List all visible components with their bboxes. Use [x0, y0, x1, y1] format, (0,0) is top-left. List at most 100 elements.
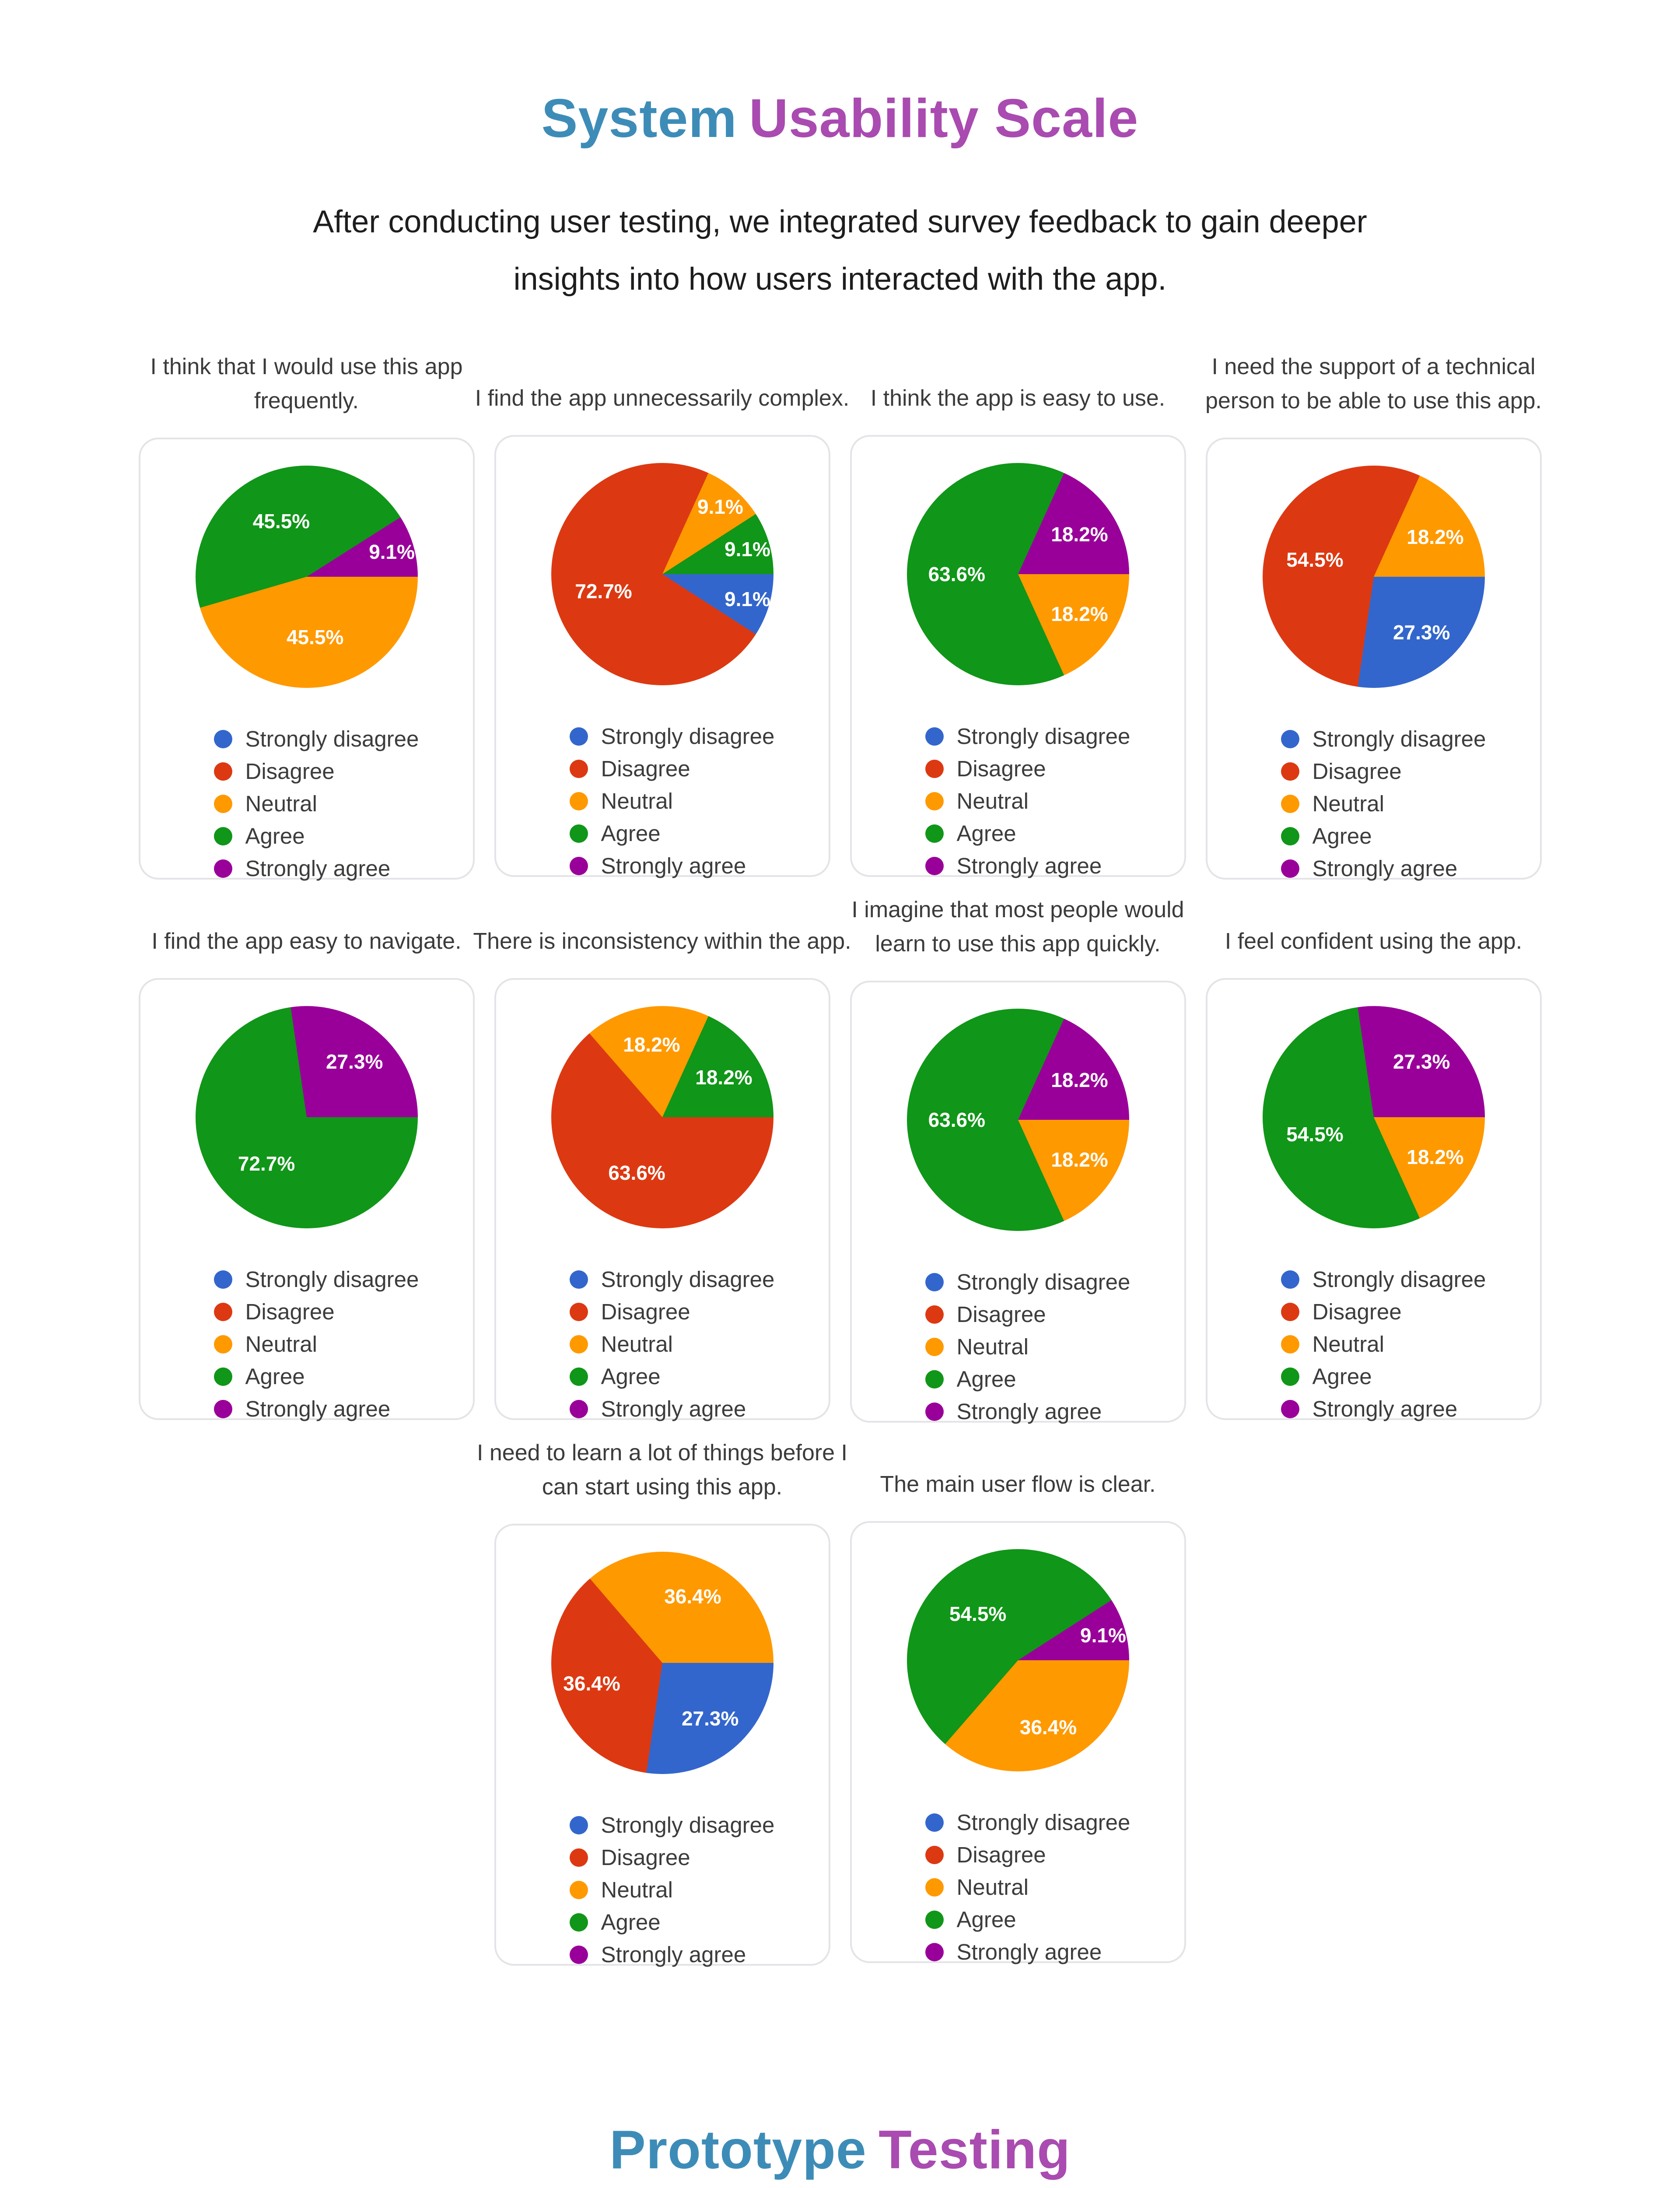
legend-label: Strongly disagree: [956, 1810, 1130, 1835]
legend-label: Disagree: [956, 756, 1046, 782]
chart-legend: Strongly disagree Disagree Neutral Agree Str…: [214, 1266, 419, 1422]
legend-dot-icon: [925, 1402, 944, 1421]
legend-item: Strongly disagree: [214, 726, 419, 752]
legend-item: Strongly agree: [925, 1399, 1130, 1424]
legend-item: Agree: [569, 1364, 775, 1389]
pie-slice-label: 27.3%: [326, 1050, 383, 1073]
legend-dot-icon: [569, 1816, 588, 1834]
chart-question: I think that I would use this app freque…: [150, 354, 463, 414]
legend-item: Agree: [214, 823, 419, 849]
pie-slice-label: 18.2%: [1407, 1145, 1464, 1168]
legend-dot-icon: [1281, 1335, 1299, 1353]
legend-item: Disagree: [569, 756, 775, 782]
pie-slice-label: 18.2%: [1051, 602, 1108, 625]
pie-slice-label: 18.2%: [1051, 1148, 1108, 1171]
page-title-blue: System: [541, 88, 737, 149]
legend-dot-icon: [214, 859, 232, 878]
legend-dot-icon: [1281, 1399, 1299, 1418]
legend-label: Strongly agree: [956, 853, 1102, 879]
chart-question: I need the support of a technical person…: [1205, 354, 1542, 414]
chart-legend: Strongly disagree Disagree Neutral Agree Str…: [1281, 726, 1486, 881]
pie-chart: 27.3% 54.5% 18.2%: [1262, 466, 1485, 688]
legend-dot-icon: [1281, 827, 1299, 845]
chart-legend: Strongly disagree Disagree Neutral Agree Str…: [569, 1266, 775, 1422]
legend-label: Agree: [1312, 824, 1372, 849]
survey-chart: I feel confident using the app. 18.2% 54.5…: [1205, 893, 1542, 1423]
legend-item: Strongly disagree: [1281, 726, 1486, 752]
legend-dot-icon: [214, 1302, 232, 1321]
pie-slice-label: 18.2%: [1051, 523, 1108, 546]
legend-item: Strongly disagree: [1281, 1266, 1486, 1292]
legend-label: Disagree: [601, 756, 690, 782]
legend-dot-icon: [569, 1270, 588, 1289]
pie-slice-label: 36.4%: [1019, 1715, 1077, 1739]
legend-label: Neutral: [1312, 1332, 1384, 1357]
legend-dot-icon: [1281, 794, 1299, 813]
legend-item: Agree: [925, 1366, 1130, 1392]
legend-item: Strongly agree: [925, 853, 1130, 879]
chart-legend: Strongly disagree Disagree Neutral Agree Str…: [569, 1812, 775, 1967]
legend-label: Strongly disagree: [1312, 1267, 1486, 1292]
pie-chart: 18.2% 63.6% 18.2%: [906, 463, 1129, 686]
chart-question: There is inconsistency within the app.: [473, 929, 851, 954]
survey-chart: There is inconsistency within the app. 63…: [473, 893, 851, 1423]
pie-slice-label: 9.1%: [724, 588, 770, 611]
legend-dot-icon: [925, 792, 944, 810]
pie-slice-label: 27.3%: [1393, 1050, 1450, 1073]
legend-item: Agree: [214, 1364, 419, 1389]
legend-label: Strongly agree: [956, 1399, 1102, 1424]
legend-item: Strongly agree: [569, 1396, 775, 1422]
chart-card: 18.2% 63.6% 18.2% Strongly disagree Disagree…: [850, 435, 1186, 879]
legend-item: Strongly disagree: [569, 1812, 774, 1838]
legend-label: Agree: [245, 1364, 305, 1389]
legend-dot-icon: [925, 1878, 944, 1897]
intro-text: After conducting user testing, we integr…: [313, 204, 1367, 297]
pie-slice-label: 54.5%: [1286, 548, 1344, 571]
legend-item: Strongly disagree: [925, 723, 1130, 749]
legend-label: Strongly agree: [601, 1396, 746, 1422]
prototype-title-blue: Prototype: [609, 2120, 867, 2181]
legend-item: Disagree: [214, 1299, 419, 1325]
pie-slice-label: 72.7%: [575, 580, 632, 603]
legend-label: Strongly disagree: [956, 724, 1130, 749]
pie-chart: 63.6% 18.2% 18.2%: [551, 1006, 774, 1229]
legend-label: Strongly disagree: [1312, 726, 1486, 752]
legend-item: Neutral: [214, 791, 419, 817]
legend-item: Disagree: [214, 758, 419, 784]
charts-row-3: I need to learn a lot of things before I…: [0, 1436, 1680, 1967]
legend-dot-icon: [569, 1335, 588, 1353]
legend-dot-icon: [569, 1848, 588, 1867]
chart-legend: Strongly disagree Disagree Neutral Agree Str…: [925, 723, 1130, 879]
legend-dot-icon: [214, 729, 232, 748]
pie-slice-label: 18.2%: [1407, 526, 1464, 549]
legend-dot-icon: [569, 856, 588, 875]
legend-dot-icon: [214, 1399, 232, 1418]
pie-chart: 18.2% 54.5% 27.3%: [1262, 1006, 1485, 1229]
legend-dot-icon: [214, 1270, 232, 1289]
legend-dot-icon: [569, 727, 588, 746]
pie-chart: 36.4% 54.5% 9.1%: [906, 1549, 1129, 1772]
chart-legend: Strongly disagree Disagree Neutral Agree Str…: [214, 726, 419, 881]
legend-dot-icon: [569, 1945, 588, 1964]
legend-label: Disagree: [956, 1302, 1046, 1327]
legend-item: Strongly disagree: [214, 1266, 419, 1292]
survey-chart: I imagine that most people would learn t…: [850, 893, 1186, 1424]
legend-label: Agree: [601, 821, 661, 846]
legend-item: Agree: [925, 820, 1130, 846]
legend-item: Agree: [1281, 823, 1486, 849]
legend-item: Disagree: [925, 756, 1130, 782]
legend-item: Strongly disagree: [569, 723, 774, 749]
prototype-title-purple: Testing: [878, 2120, 1071, 2181]
pie-slice-label: 9.1%: [369, 540, 415, 564]
legend-label: Disagree: [1312, 759, 1402, 784]
legend-item: Strongly agree: [925, 1939, 1130, 1965]
pie-slice-label: 27.3%: [681, 1707, 739, 1730]
legend-label: Neutral: [1312, 791, 1384, 817]
pie-chart: 27.3% 36.4% 36.4%: [551, 1552, 774, 1774]
pie-slice-label: 63.6%: [608, 1161, 665, 1185]
legend-item: Strongly disagree: [569, 1266, 774, 1292]
legend-dot-icon: [569, 1880, 588, 1899]
legend-dot-icon: [925, 1305, 944, 1324]
legend-item: Neutral: [569, 1877, 775, 1903]
legend-item: Agree: [569, 1909, 775, 1935]
